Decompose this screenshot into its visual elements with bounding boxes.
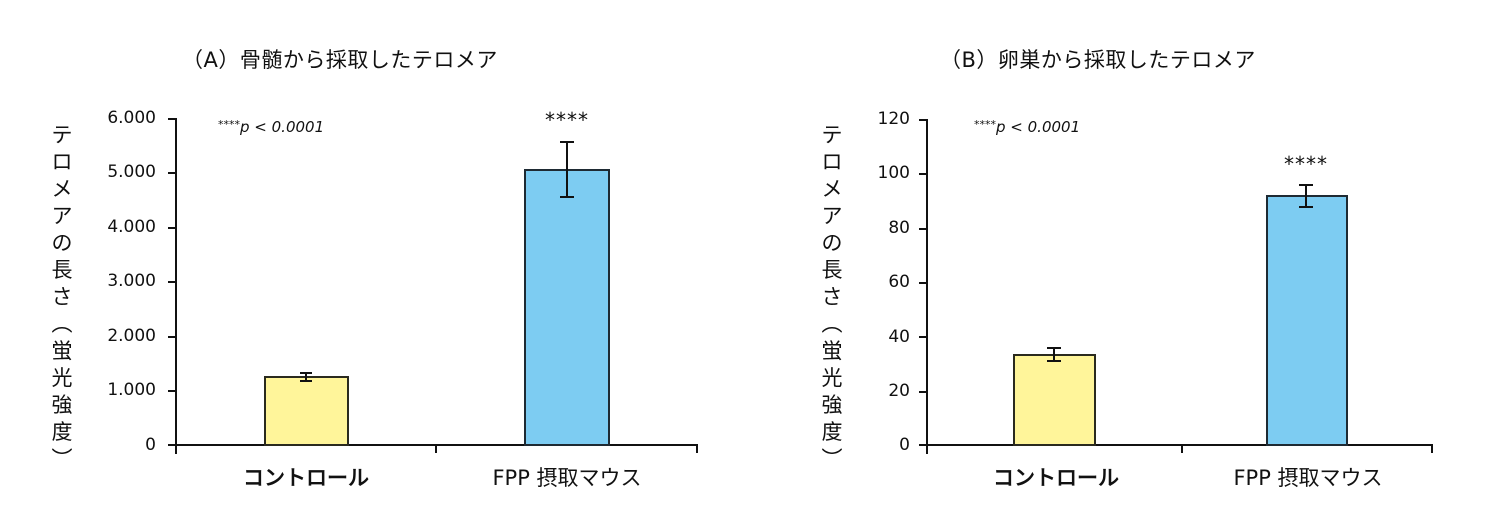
y-tick-label: 120 bbox=[877, 109, 910, 129]
y-tick bbox=[919, 336, 927, 338]
y-tick bbox=[168, 118, 176, 120]
y-tick-label: 6.000 bbox=[107, 108, 156, 128]
error-bar bbox=[1305, 184, 1307, 207]
y-tick bbox=[168, 281, 176, 283]
chart-a-y-axis bbox=[175, 118, 177, 454]
chart-a-y-axis-label: テロメアの長さ ︵ 蛍光強度 ︶ bbox=[51, 123, 73, 471]
y-tick-label: 3.000 bbox=[107, 271, 156, 291]
chart-a-title: （A）骨髄から採取したテロメア bbox=[182, 48, 498, 72]
chart-b-significance-stars: **** bbox=[1284, 152, 1328, 176]
chart-a: （A）骨髄から採取したテロメア テロメアの長さ ︵ 蛍光強度 ︶ 6.000 5.00… bbox=[51, 48, 698, 490]
y-tick bbox=[168, 390, 176, 392]
error-bar bbox=[1053, 347, 1055, 361]
error-bar-cap bbox=[300, 372, 312, 374]
chart-a-significance-note: ****p < 0.0001 bbox=[218, 118, 325, 136]
y-tick-label: 5.000 bbox=[107, 162, 156, 182]
chart-b-y-axis-label: テロメアの長さ ︵ 蛍光強度 ︶ bbox=[821, 123, 843, 471]
error-bar bbox=[305, 372, 307, 381]
chart-b-significance-note: ****p < 0.0001 bbox=[974, 118, 1081, 136]
y-tick-label: 0 bbox=[145, 435, 156, 455]
error-bar-cap bbox=[1299, 184, 1313, 186]
y-tick-label: 100 bbox=[877, 163, 910, 183]
y-tick bbox=[919, 282, 927, 284]
chart-a-x-axis bbox=[168, 444, 698, 446]
error-bar bbox=[566, 141, 568, 197]
y-tick bbox=[168, 336, 176, 338]
chart-b-bar-fpp bbox=[1266, 195, 1348, 446]
y-tick-label: 40 bbox=[888, 327, 910, 347]
chart-b-x-label-fpp: FPP 摂取マウス bbox=[1233, 466, 1383, 490]
y-tick-label: 4.000 bbox=[107, 217, 156, 237]
chart-b-bar-control bbox=[1013, 354, 1096, 446]
x-tick bbox=[1181, 444, 1183, 453]
chart-b-y-axis bbox=[926, 119, 928, 454]
chart-a-significance-stars: **** bbox=[545, 108, 589, 132]
y-tick-label: 2.000 bbox=[107, 326, 156, 346]
y-tick-label: 60 bbox=[888, 272, 910, 292]
chart-a-x-label-control: コントロール bbox=[243, 466, 369, 490]
x-tick bbox=[1431, 444, 1433, 453]
y-tick bbox=[168, 172, 176, 174]
y-tick-label: 80 bbox=[888, 218, 910, 238]
x-tick bbox=[435, 444, 437, 453]
y-tick bbox=[919, 119, 927, 121]
error-bar-cap bbox=[1047, 347, 1061, 349]
y-tick-label: 20 bbox=[888, 381, 910, 401]
y-tick-label: 0 bbox=[899, 435, 910, 455]
x-tick bbox=[696, 444, 698, 453]
y-tick bbox=[919, 228, 927, 230]
chart-b-title: （B）卵巣から採取したテロメア bbox=[940, 48, 1256, 72]
error-bar-cap bbox=[1299, 206, 1313, 208]
chart-a-x-label-fpp: FPP 摂取マウス bbox=[492, 466, 642, 490]
y-tick bbox=[919, 391, 927, 393]
error-bar-cap bbox=[560, 141, 574, 143]
y-tick bbox=[919, 173, 927, 175]
chart-b-x-axis bbox=[919, 444, 1433, 446]
chart-b-x-label-control: コントロール bbox=[993, 466, 1119, 490]
error-bar-cap bbox=[560, 196, 574, 198]
y-tick-label: 1.000 bbox=[107, 380, 156, 400]
error-bar-cap bbox=[1047, 360, 1061, 362]
chart-a-bar-fpp bbox=[524, 169, 610, 446]
y-tick bbox=[168, 227, 176, 229]
error-bar-cap bbox=[300, 380, 312, 382]
